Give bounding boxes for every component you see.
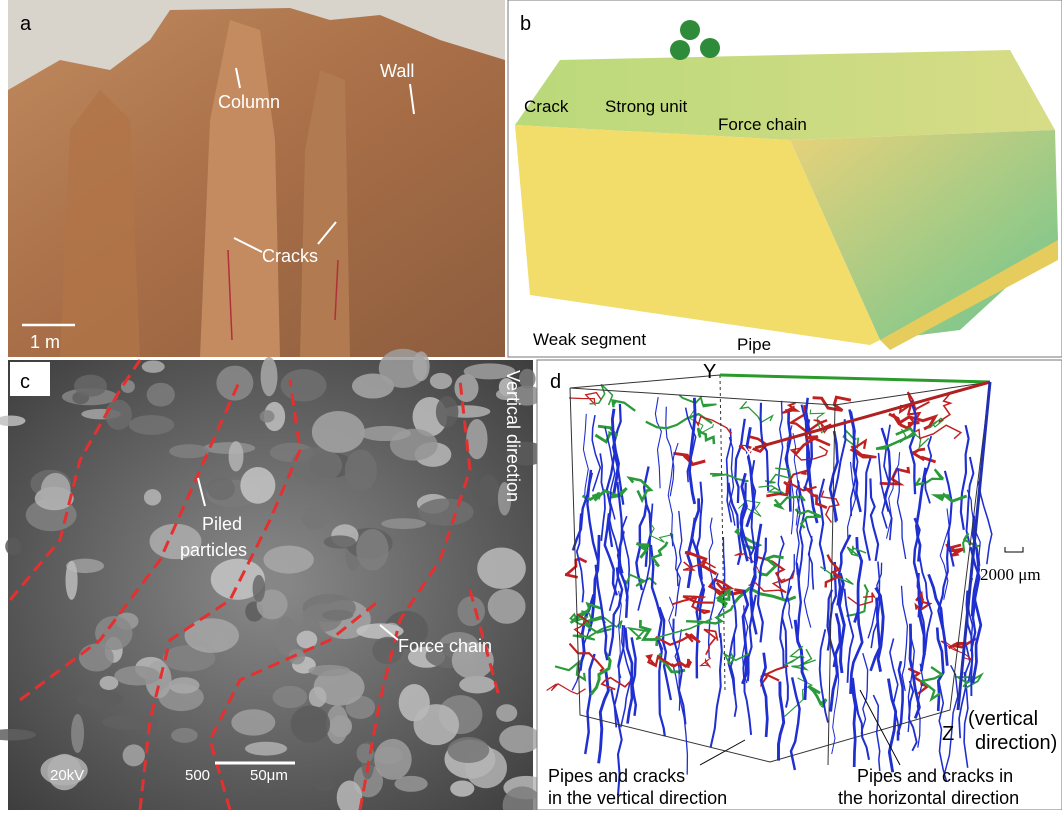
particle <box>5 538 21 555</box>
particle <box>297 631 318 649</box>
particle <box>381 518 426 529</box>
particle <box>436 396 459 427</box>
particle <box>77 690 122 708</box>
particle <box>309 687 327 708</box>
particle <box>129 415 174 435</box>
particle <box>240 467 275 504</box>
particle <box>291 705 331 742</box>
annotation: Strong unit <box>605 97 687 116</box>
particle <box>216 366 253 401</box>
particle <box>324 535 356 548</box>
particle <box>312 411 365 453</box>
particle <box>447 737 489 763</box>
annotation: Cracks <box>262 246 318 266</box>
particle <box>105 400 132 430</box>
sem-info: 500 <box>185 767 210 784</box>
particle <box>308 665 350 676</box>
panel-label: b <box>520 13 531 35</box>
particle <box>466 419 487 459</box>
tree <box>700 38 720 58</box>
scale-label: 2000 μm <box>980 565 1041 584</box>
panel-label: d <box>550 371 561 393</box>
panel-b: b Crack Strong unit Force chain Weak seg… <box>508 0 1062 357</box>
particle <box>272 686 307 708</box>
annotation: Force chain <box>398 636 492 656</box>
particle <box>458 596 485 626</box>
particle <box>263 546 313 574</box>
sem-info: 50μm <box>250 767 288 784</box>
particle <box>314 777 334 791</box>
particle <box>260 410 275 423</box>
particle <box>169 444 209 458</box>
sem-info: 20kV <box>50 767 84 784</box>
figure: a Column Wall Cracks 1 m b Crack Strong … <box>0 0 1062 810</box>
particle <box>345 450 377 492</box>
particle <box>302 507 329 530</box>
tree <box>680 20 700 40</box>
annotation: Crack <box>524 97 569 116</box>
particle <box>231 709 275 735</box>
panel-label: c <box>20 371 30 393</box>
direction-label: Vertical direction <box>503 370 523 502</box>
particle <box>147 383 175 407</box>
particle <box>496 704 517 722</box>
particle <box>71 714 84 753</box>
particle <box>499 725 541 753</box>
particle <box>121 380 135 393</box>
particle <box>123 744 145 766</box>
particle <box>488 589 526 624</box>
panel-label: a <box>20 13 32 35</box>
particle <box>430 373 452 389</box>
page: a Column Wall Cracks 1 m b Crack Strong … <box>0 0 1062 810</box>
annotation: Pipe <box>737 335 771 354</box>
particle <box>281 369 327 401</box>
axis-label: Y <box>703 361 716 383</box>
annotation: Column <box>218 92 280 112</box>
particle <box>65 561 77 600</box>
particle <box>360 426 411 441</box>
annotation: Weak segment <box>533 330 646 349</box>
particle <box>74 375 107 397</box>
particle <box>144 489 161 505</box>
particle <box>114 666 160 686</box>
axis-label: Z <box>942 723 954 745</box>
particle <box>477 548 526 589</box>
particle <box>414 704 459 745</box>
particle <box>356 529 388 571</box>
column-shape <box>60 90 140 357</box>
annotation: Force chain <box>718 115 807 134</box>
tree <box>670 40 690 60</box>
particle <box>213 633 227 652</box>
label-box <box>10 362 50 396</box>
particle <box>450 780 474 796</box>
annotation: Wall <box>380 61 414 81</box>
particle <box>322 610 353 621</box>
particle <box>253 575 266 602</box>
particle <box>142 360 165 372</box>
particle <box>169 677 200 693</box>
particle <box>207 477 235 501</box>
particle <box>245 742 287 756</box>
particle <box>454 374 478 402</box>
particle <box>41 473 71 508</box>
particle <box>261 357 278 396</box>
particle <box>418 498 474 525</box>
particle <box>229 441 244 471</box>
particle <box>374 739 412 780</box>
panel-a: a Column Wall Cracks 1 m <box>8 0 505 357</box>
particle <box>413 351 430 381</box>
axis-label: X <box>742 443 755 465</box>
scale-label: 1 m <box>30 332 60 352</box>
particle <box>478 474 499 507</box>
particle <box>171 728 198 743</box>
